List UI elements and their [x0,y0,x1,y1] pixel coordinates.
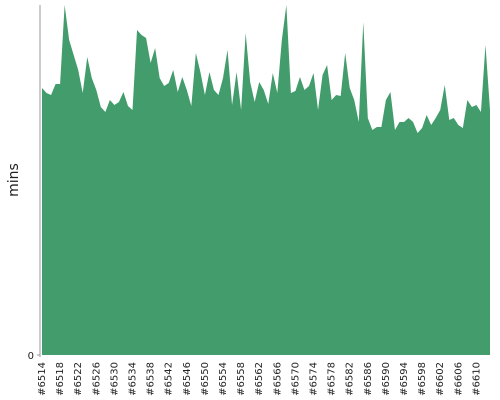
y-axis-label: mins [6,163,22,197]
x-tick-label: #6590 [381,362,392,396]
x-tick-label: #6530 [109,362,120,396]
area [42,5,490,355]
x-tick-label: #6586 [363,362,374,396]
x-tick-label: #6546 [182,362,193,396]
x-tick-label: #6518 [55,362,66,396]
x-tick-label: #6534 [128,362,139,396]
x-tick-label: #6606 [453,362,464,396]
x-tick-label: #6574 [309,362,320,396]
x-tick-label: #6602 [435,362,446,396]
x-tick-label: #6562 [254,362,265,396]
x-tick-label: #6542 [164,362,175,396]
x-tick-label: #6598 [417,362,428,396]
x-tick-label: #6578 [327,362,338,396]
x-tick-label: #6550 [200,362,211,396]
x-tick-label: #6554 [218,362,229,396]
x-tick-label: #6610 [471,362,482,396]
x-tick-label: #6526 [91,362,102,396]
x-tick-label: #6566 [272,362,283,396]
x-tick-label: #6522 [73,362,84,396]
x-tick-label: #6570 [290,362,301,396]
x-tick-label: #6514 [37,362,48,396]
x-tick-label: #6582 [345,362,356,396]
x-tick-label: #6558 [236,362,247,396]
x-tick-label: #6538 [146,362,157,396]
y-tick-label: 0 [28,351,34,362]
x-tick-label: #6594 [399,362,410,396]
